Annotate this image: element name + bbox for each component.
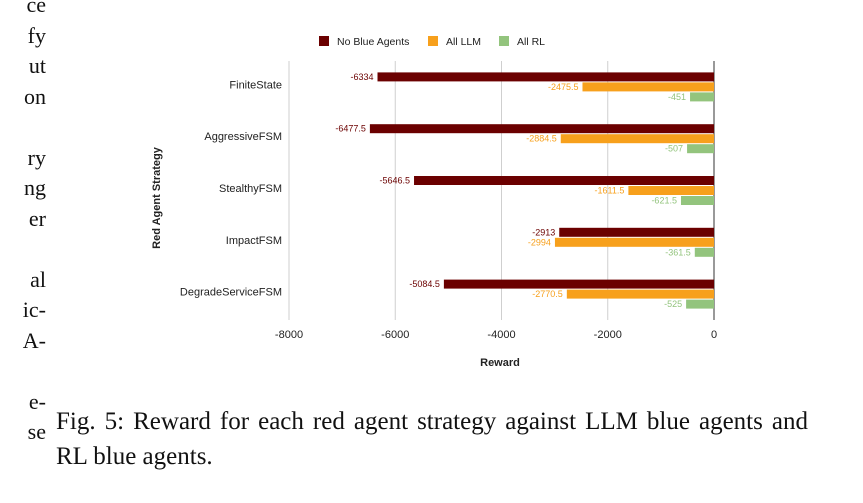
x-tick-label: -8000 bbox=[275, 329, 303, 341]
category-labels: FiniteState AggressiveFSM StealthyFSM Impac… bbox=[180, 79, 282, 298]
left-column-fragment: A- bbox=[22, 327, 46, 353]
bar bbox=[686, 299, 714, 309]
data-label: -5084.5 bbox=[409, 279, 440, 289]
data-labels: -6334 -2475.5 -451 -6477.5 -2884.5 -507 -5646.… bbox=[335, 72, 690, 309]
left-column-fragment: fy bbox=[27, 22, 46, 48]
bar bbox=[554, 237, 714, 247]
data-label: -6477.5 bbox=[335, 124, 366, 134]
data-label: -2994 bbox=[528, 237, 551, 247]
data-label: -621.5 bbox=[651, 196, 677, 206]
y-axis-label: Red Agent Strategy bbox=[151, 146, 163, 249]
data-label: -525 bbox=[664, 299, 682, 309]
category-label: FiniteState bbox=[229, 79, 282, 91]
bar-chart: No Blue Agents All LLM All RL FiniteState A… bbox=[151, 36, 717, 369]
bar bbox=[687, 144, 714, 154]
data-label: -1611.5 bbox=[595, 186, 625, 196]
data-label: -5646.5 bbox=[379, 176, 410, 186]
bar bbox=[628, 186, 714, 195]
left-column-fragment: ng bbox=[24, 175, 46, 200]
data-label: -2913 bbox=[532, 227, 555, 237]
left-column-fragment: ic- bbox=[22, 297, 46, 322]
data-label: -451 bbox=[668, 92, 686, 102]
legend-swatch bbox=[499, 36, 509, 46]
x-tick-labels: -8000 -6000 -4000 -2000 0 bbox=[275, 329, 717, 341]
left-column-fragment: e- bbox=[28, 388, 46, 414]
bar bbox=[377, 72, 714, 82]
category-label: ImpactFSM bbox=[226, 235, 282, 247]
x-tick-label: -2000 bbox=[594, 329, 622, 341]
bar bbox=[680, 196, 714, 205]
left-column-fragment: ry bbox=[27, 144, 46, 170]
figure-caption: Fig. 5: Reward for each red agent strate… bbox=[56, 408, 808, 470]
bar bbox=[566, 289, 714, 299]
left-column-fragment: ut bbox=[28, 53, 46, 78]
x-tick-label: -4000 bbox=[487, 329, 515, 341]
left-column-fragment: ce bbox=[26, 0, 46, 17]
data-label: -2475.5 bbox=[548, 82, 579, 92]
bar bbox=[443, 279, 714, 289]
left-column-fragment: on bbox=[24, 83, 46, 109]
bar bbox=[414, 176, 714, 185]
category-label: AggressiveFSM bbox=[204, 131, 282, 143]
bar bbox=[694, 247, 714, 257]
legend-swatch bbox=[428, 36, 438, 46]
legend-label: No Blue Agents bbox=[337, 36, 409, 48]
data-label: -6334 bbox=[350, 72, 373, 82]
left-column-fragment: er bbox=[28, 205, 46, 231]
left-column-fragment: al bbox=[30, 266, 46, 292]
category-label: StealthyFSM bbox=[219, 183, 282, 195]
x-tick-label: -6000 bbox=[381, 329, 409, 341]
legend-swatch bbox=[319, 36, 329, 46]
category-label: DegradeServiceFSM bbox=[180, 287, 282, 299]
legend-label: All LLM bbox=[446, 36, 481, 48]
bars bbox=[369, 72, 714, 309]
bar bbox=[369, 124, 714, 134]
chart-legend: No Blue Agents All LLM All RL bbox=[319, 36, 545, 48]
data-label: -2884.5 bbox=[526, 134, 557, 144]
data-label: -361.5 bbox=[665, 247, 691, 257]
legend-label: All RL bbox=[517, 36, 545, 48]
bar bbox=[559, 227, 714, 237]
data-label: -2770.5 bbox=[532, 289, 563, 299]
bar bbox=[560, 134, 714, 144]
x-axis-label: Reward bbox=[480, 357, 520, 369]
left-column-fragment: se bbox=[27, 419, 46, 444]
bar bbox=[690, 92, 714, 102]
bar bbox=[582, 82, 714, 92]
data-label: -507 bbox=[665, 144, 683, 154]
x-tick-label: 0 bbox=[711, 329, 717, 341]
